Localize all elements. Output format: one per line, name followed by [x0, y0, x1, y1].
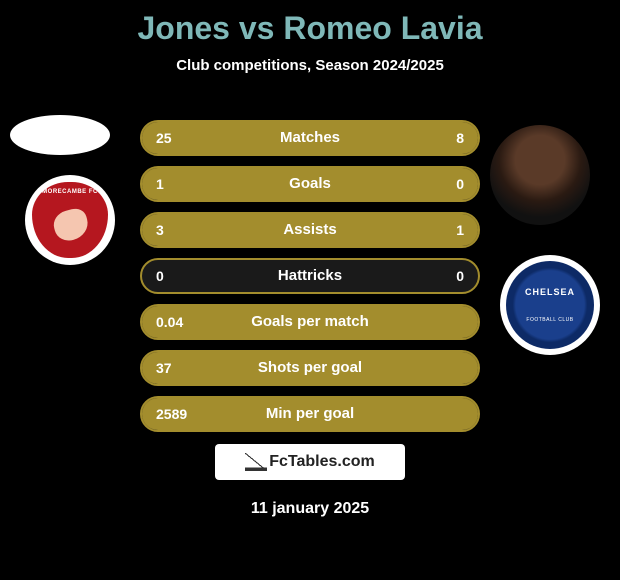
snapshot-date: 11 january 2025 — [0, 500, 620, 518]
stat-label: Shots per goal — [142, 352, 478, 384]
stat-value-right: 1 — [456, 214, 464, 246]
stat-value-right: 0 — [456, 260, 464, 292]
stat-value-left: 37 — [156, 352, 172, 384]
chart-icon — [245, 453, 267, 471]
stat-row: Min per goal2589 — [140, 396, 480, 432]
stat-value-left: 0.04 — [156, 306, 183, 338]
shrimp-icon — [51, 206, 92, 244]
stat-row: Hattricks0 0 — [140, 258, 480, 294]
stat-label: Goals per match — [142, 306, 478, 338]
stat-label: Goals — [142, 168, 478, 200]
stat-row: Assists3 1 — [140, 212, 480, 248]
stat-row: Matches25 8 — [140, 120, 480, 156]
stat-row: Goals1 0 — [140, 166, 480, 202]
stat-value-right: 8 — [456, 122, 464, 154]
club2-subtitle: FOOTBALL CLUB — [526, 317, 573, 323]
source-logo-text: FcTables.com — [269, 453, 375, 471]
stats-panel: Matches258Goals10Assists31Hattricks00Goa… — [140, 120, 480, 442]
player2-avatar — [490, 125, 590, 225]
club2-name: CHELSEA — [525, 287, 575, 297]
player1-club-badge: MORECAMBE FC — [25, 175, 115, 265]
stat-value-left: 2589 — [156, 398, 187, 430]
stat-label: Matches — [142, 122, 478, 154]
stat-row: Shots per goal37 — [140, 350, 480, 386]
comparison-subtitle: Club competitions, Season 2024/2025 — [0, 57, 620, 74]
stat-value-left: 3 — [156, 214, 164, 246]
source-logo: FcTables.com — [215, 444, 405, 480]
club2-badge-inner: CHELSEA FOOTBALL CLUB — [506, 261, 594, 349]
stat-label: Min per goal — [142, 398, 478, 430]
club1-name: MORECAMBE FC — [32, 189, 108, 195]
stat-value-left: 25 — [156, 122, 172, 154]
player1-avatar — [10, 115, 110, 155]
player2-club-badge: CHELSEA FOOTBALL CLUB — [500, 255, 600, 355]
stat-row: Goals per match0.04 — [140, 304, 480, 340]
comparison-title: Jones vs Romeo Lavia — [0, 0, 620, 47]
stat-value-right: 0 — [456, 168, 464, 200]
stat-label: Hattricks — [142, 260, 478, 292]
stat-label: Assists — [142, 214, 478, 246]
stat-value-left: 0 — [156, 260, 164, 292]
stat-value-left: 1 — [156, 168, 164, 200]
